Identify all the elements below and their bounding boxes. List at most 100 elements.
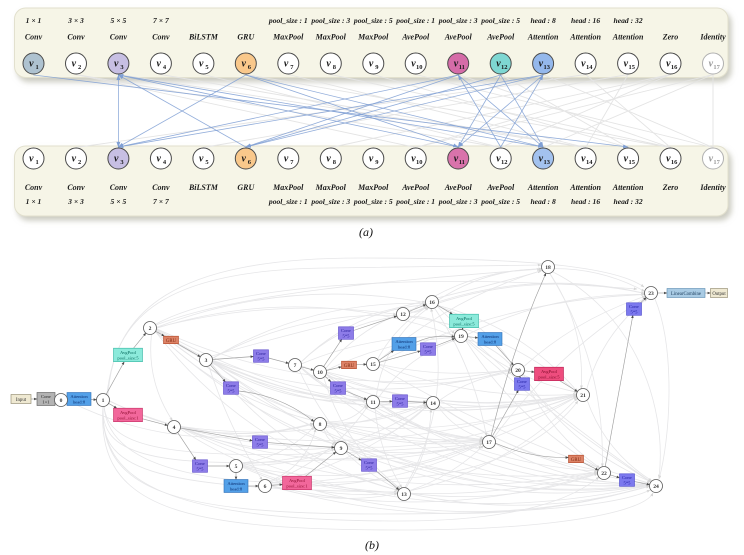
svg-text:15: 15: [628, 159, 635, 166]
svg-text:1: 1: [102, 398, 105, 404]
svg-text:v: v: [666, 59, 671, 70]
svg-text:Conv: Conv: [25, 33, 43, 42]
svg-text:AvgPool: AvgPool: [456, 316, 473, 321]
svg-text:GRU: GRU: [237, 183, 255, 192]
svg-text:v: v: [581, 59, 586, 70]
svg-text:head : 16: head : 16: [571, 197, 600, 206]
svg-text:v: v: [624, 59, 629, 70]
svg-text:5: 5: [235, 464, 238, 470]
svg-text:Conv: Conv: [67, 183, 85, 192]
svg-text:9: 9: [340, 446, 343, 452]
svg-text:MaxPool: MaxPool: [272, 183, 304, 192]
svg-text:17: 17: [713, 159, 720, 166]
svg-text:16: 16: [671, 159, 678, 166]
svg-text:10: 10: [416, 159, 423, 166]
svg-text:AvePool: AvePool: [444, 183, 473, 192]
svg-text:Conv: Conv: [152, 183, 170, 192]
svg-text:AvePool: AvePool: [486, 183, 515, 192]
svg-text:AvePool: AvePool: [401, 183, 430, 192]
svg-text:v: v: [326, 59, 331, 70]
svg-text:Conv: Conv: [25, 183, 43, 192]
svg-text:5*5: 5*5: [228, 389, 236, 394]
svg-text:16: 16: [429, 300, 435, 306]
svg-text:v: v: [539, 154, 544, 165]
svg-text:0: 0: [60, 398, 63, 404]
svg-text:Conv: Conv: [364, 460, 375, 465]
svg-text:4: 4: [163, 159, 167, 166]
svg-text:BiLSTM: BiLSTM: [188, 183, 219, 192]
svg-text:v: v: [72, 59, 77, 70]
svg-text:LinearCombine: LinearCombine: [671, 292, 701, 297]
svg-text:24: 24: [653, 484, 659, 490]
svg-text:7: 7: [294, 363, 297, 369]
svg-text:pool_size : 5: pool_size : 5: [353, 16, 393, 25]
svg-text:Conv: Conv: [226, 383, 237, 388]
svg-text:v: v: [156, 154, 161, 165]
svg-text:5*5: 5*5: [343, 334, 351, 339]
svg-text:MaxPool: MaxPool: [272, 33, 304, 42]
svg-text:9: 9: [375, 64, 379, 71]
svg-text:Attention: Attention: [527, 33, 559, 42]
svg-text:14: 14: [586, 64, 593, 71]
svg-text:Attention: Attention: [569, 33, 601, 42]
svg-text:v: v: [666, 154, 671, 165]
svg-text:pool_size : 1: pool_size : 1: [395, 16, 435, 25]
svg-text:Conv: Conv: [195, 461, 206, 466]
svg-text:12: 12: [501, 159, 508, 166]
svg-text:Zero: Zero: [662, 33, 679, 42]
svg-text:8: 8: [333, 159, 337, 166]
svg-text:pool_size:1: pool_size:1: [286, 484, 308, 489]
svg-text:pool_size : 3: pool_size : 3: [438, 197, 478, 206]
svg-text:5 × 5: 5 × 5: [111, 16, 127, 25]
svg-text:AvePool: AvePool: [401, 33, 430, 42]
svg-text:head : 8: head : 8: [530, 197, 556, 206]
svg-text:Conv: Conv: [395, 396, 406, 401]
svg-text:v: v: [241, 154, 246, 165]
svg-text:15: 15: [370, 362, 376, 368]
svg-text:v: v: [284, 59, 289, 70]
svg-text:MaxPool: MaxPool: [357, 183, 389, 192]
svg-text:v: v: [539, 59, 544, 70]
svg-text:Conv: Conv: [333, 383, 344, 388]
svg-text:6: 6: [264, 484, 267, 490]
svg-text:5*5: 5*5: [258, 357, 266, 362]
svg-text:v: v: [156, 59, 161, 70]
svg-text:13: 13: [543, 159, 550, 166]
svg-text:11: 11: [459, 64, 465, 71]
svg-text:22: 22: [601, 471, 607, 477]
svg-text:pool_size:5: pool_size:5: [453, 322, 475, 327]
svg-text:Conv: Conv: [341, 328, 352, 333]
svg-text:pool_size : 3: pool_size : 3: [310, 16, 350, 25]
svg-text:MaxPool: MaxPool: [315, 183, 347, 192]
svg-text:Conv: Conv: [256, 351, 267, 356]
svg-text:9: 9: [375, 159, 379, 166]
svg-text:pool_size:1: pool_size:1: [117, 416, 139, 421]
svg-text:2: 2: [78, 159, 81, 166]
svg-text:Attention: Attention: [70, 394, 88, 399]
svg-text:5*5: 5*5: [425, 350, 433, 355]
svg-text:4: 4: [173, 425, 176, 431]
svg-text:v: v: [454, 59, 459, 70]
svg-text:Attention: Attention: [481, 334, 499, 339]
svg-text:Input: Input: [16, 398, 27, 403]
svg-text:MaxPool: MaxPool: [315, 33, 347, 42]
svg-text:Identity: Identity: [699, 183, 726, 192]
svg-text:v: v: [496, 59, 501, 70]
svg-text:3: 3: [120, 159, 124, 166]
svg-text:Attention: Attention: [612, 183, 644, 192]
svg-text:5*5: 5*5: [197, 467, 205, 472]
svg-text:5*5: 5*5: [257, 443, 265, 448]
svg-text:Conv: Conv: [517, 379, 528, 384]
svg-text:3: 3: [120, 64, 124, 71]
svg-text:v: v: [369, 59, 374, 70]
svg-text:5: 5: [205, 159, 209, 166]
svg-text:v: v: [411, 59, 416, 70]
svg-text:v: v: [114, 154, 119, 165]
svg-text:head : 32: head : 32: [614, 16, 643, 25]
svg-text:v: v: [29, 154, 34, 165]
svg-text:v: v: [114, 59, 119, 70]
svg-text:1: 1: [35, 64, 38, 71]
svg-text:7 × 7: 7 × 7: [153, 197, 170, 206]
svg-text:18: 18: [545, 265, 551, 271]
svg-text:head:8: head:8: [484, 340, 497, 345]
